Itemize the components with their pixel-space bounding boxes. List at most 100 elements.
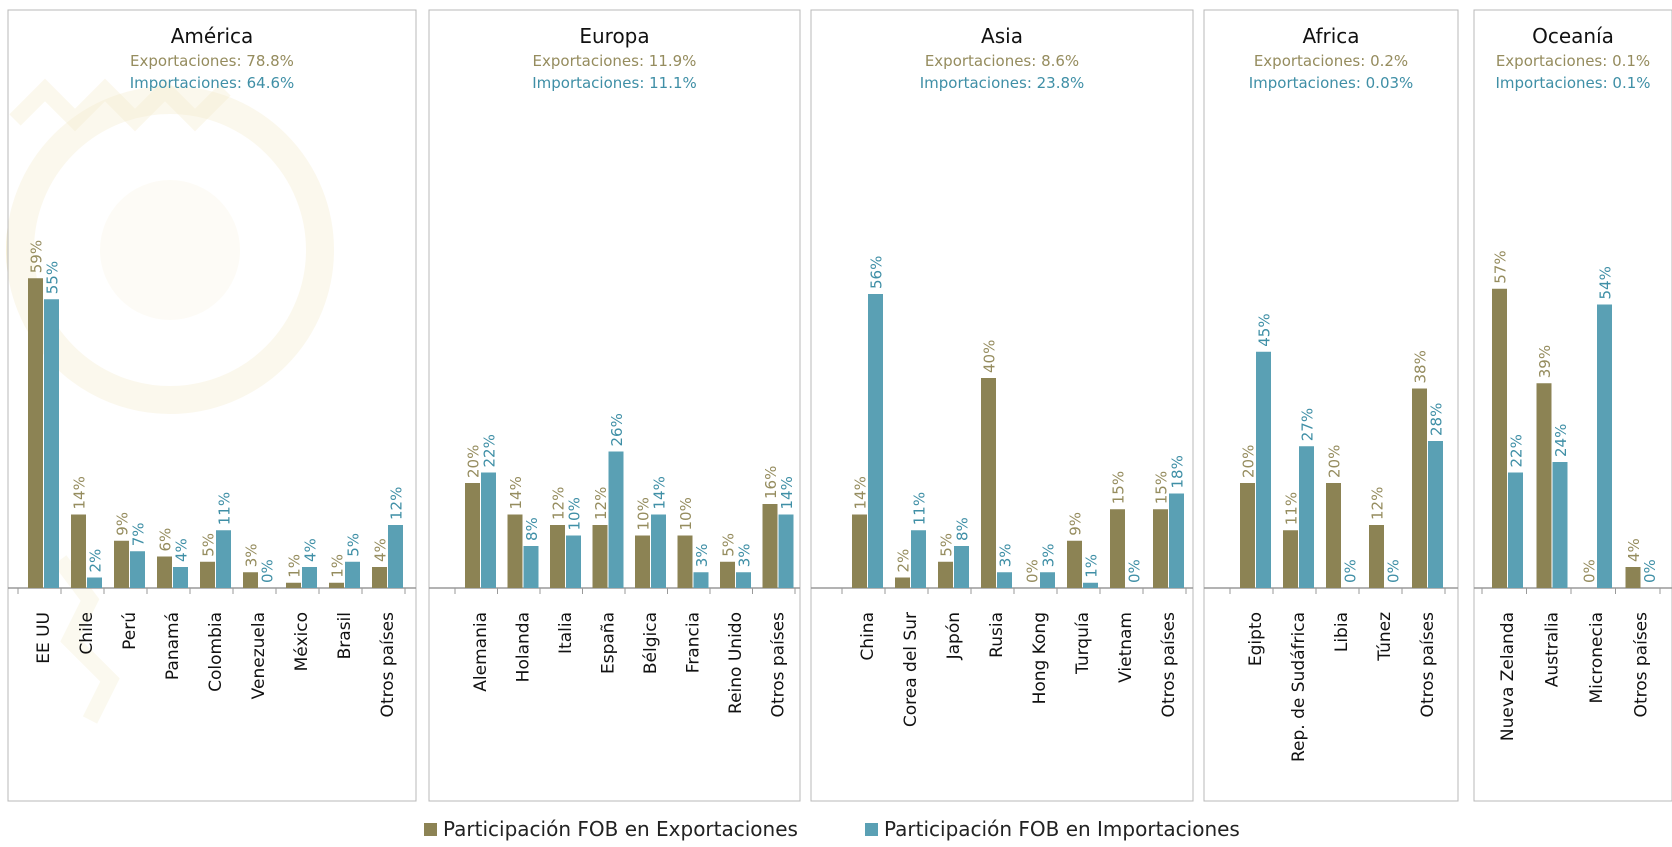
category-label: Japón	[944, 612, 964, 660]
data-label-imports: 3%	[693, 543, 711, 567]
data-label-imports: 8%	[523, 517, 541, 541]
data-label-exports: 14%	[507, 476, 525, 509]
bar-imports	[87, 577, 102, 588]
region-panel: Asia Exportaciones: 8.6% Importaciones: 23…	[810, 9, 1194, 802]
bar-exports	[1067, 540, 1082, 588]
category-label: Panamá	[163, 612, 183, 680]
bar-exports	[852, 514, 867, 588]
data-label-exports: 9%	[1067, 512, 1085, 536]
data-label-imports: 55%	[44, 261, 62, 294]
region-title: Africa	[1302, 24, 1359, 48]
category-label: Holanda	[514, 612, 534, 682]
bar-imports	[693, 572, 709, 588]
chart-legend: Participación FOB en Exportaciones Parti…	[424, 817, 1240, 841]
bar-imports	[130, 551, 145, 588]
bar-imports	[44, 299, 59, 588]
data-label-imports: 4%	[173, 538, 191, 562]
category-label: Colombia	[206, 612, 226, 692]
bar-exports	[1240, 483, 1255, 588]
data-label-exports: 12%	[1369, 487, 1387, 520]
region-panel: Oceanía Exportaciones: 0.1% Importaciones:…	[1473, 9, 1672, 802]
data-label-exports: 4%	[1625, 538, 1643, 562]
data-label-imports: 14%	[778, 476, 796, 509]
bar-imports	[997, 572, 1012, 588]
data-label-imports: 54%	[1597, 266, 1615, 299]
bar-exports	[677, 535, 693, 588]
data-label-imports: 27%	[1299, 408, 1317, 441]
region-imports-summary: Importaciones: 0.03%	[1249, 74, 1414, 92]
category-label: Otros países	[1418, 612, 1438, 718]
bar-imports	[481, 472, 496, 588]
bar-exports	[720, 561, 735, 588]
bar-exports	[286, 582, 301, 588]
bar-exports	[981, 378, 996, 588]
region-exports-summary: Exportaciones: 0.2%	[1254, 52, 1408, 70]
data-label-imports: 18%	[1169, 455, 1187, 488]
data-label-exports: 20%	[1240, 445, 1258, 478]
region-panel-frame	[1203, 9, 1459, 802]
data-label-imports: 1%	[1083, 554, 1101, 578]
region-exports-summary: Exportaciones: 11.9%	[533, 52, 697, 70]
category-label: Libia	[1332, 612, 1352, 652]
category-label: Australia	[1543, 612, 1563, 687]
data-label-exports: 20%	[1326, 445, 1344, 478]
bar-imports	[388, 525, 403, 588]
bar-exports	[762, 504, 778, 588]
category-label: España	[599, 612, 619, 674]
bar-exports	[895, 577, 910, 588]
data-label-imports: 22%	[481, 434, 499, 467]
bar-imports	[345, 561, 360, 588]
bar-exports	[1283, 530, 1298, 588]
bar-exports	[1153, 509, 1168, 588]
data-label-imports: 5%	[345, 533, 363, 557]
region-title: América	[171, 24, 254, 48]
category-label: Alemania	[471, 612, 491, 692]
category-label: Venezuela	[249, 612, 269, 699]
bar-imports	[868, 294, 883, 588]
region-panel: América Exportaciones: 78.8% Importaciones…	[7, 9, 417, 802]
data-label-imports: 7%	[130, 522, 148, 546]
category-label: Chile	[77, 612, 97, 655]
data-label-exports: 16%	[762, 466, 780, 499]
bar-imports	[651, 514, 666, 588]
data-label-imports: 12%	[388, 487, 406, 520]
bar-imports	[216, 530, 231, 588]
category-label: Hong Kong	[1030, 612, 1050, 704]
data-label-imports: 24%	[1552, 424, 1570, 457]
region-imports-summary: Importaciones: 23.8%	[920, 74, 1085, 92]
category-label: China	[858, 612, 878, 661]
region-exports-summary: Exportaciones: 78.8%	[130, 52, 294, 70]
data-label-exports: 14%	[852, 476, 870, 509]
bar-exports	[372, 567, 387, 588]
data-label-imports: 0%	[259, 559, 277, 583]
data-label-exports: 59%	[28, 240, 46, 273]
region-title: Asia	[981, 24, 1023, 48]
bar-imports	[173, 567, 188, 588]
data-label-exports: 2%	[895, 549, 913, 573]
data-label-exports: 1%	[329, 554, 347, 578]
region-exports-summary: Exportaciones: 8.6%	[925, 52, 1079, 70]
data-label-imports: 0%	[1126, 559, 1144, 583]
bar-imports	[778, 514, 794, 588]
category-label: Reino Unido	[726, 612, 746, 714]
bar-imports	[1552, 462, 1568, 588]
bar-imports	[608, 451, 624, 588]
region-imports-summary: Importaciones: 0.1%	[1495, 74, 1650, 92]
bar-imports	[736, 572, 751, 588]
bar-imports	[523, 546, 539, 588]
data-label-exports: 14%	[71, 476, 89, 509]
data-label-imports: 4%	[302, 538, 320, 562]
category-label: Otros países	[378, 612, 398, 718]
bar-imports	[566, 535, 581, 588]
bar-exports	[1625, 567, 1641, 588]
data-label-imports: 0%	[1385, 559, 1403, 583]
legend-exports-label: Participación FOB en Exportaciones	[443, 817, 798, 841]
bar-exports	[1412, 388, 1427, 588]
region-imports-summary: Importaciones: 64.6%	[130, 74, 295, 92]
data-label-exports: 15%	[1153, 471, 1171, 504]
bar-exports	[938, 561, 953, 588]
data-label-exports: 40%	[981, 340, 999, 373]
bar-exports	[550, 525, 565, 588]
data-label-exports: 12%	[592, 487, 610, 520]
region-panel-frame	[7, 9, 417, 802]
